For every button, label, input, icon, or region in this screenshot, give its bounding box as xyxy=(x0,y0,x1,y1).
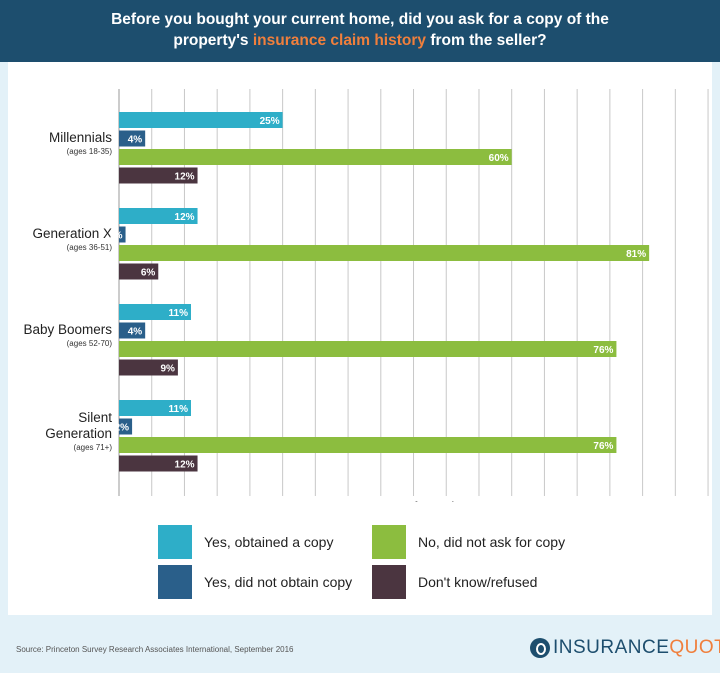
bar xyxy=(119,263,159,280)
group-sublabel: (ages 52-70) xyxy=(67,339,113,348)
bar xyxy=(119,341,617,357)
group-label: Silent xyxy=(78,410,112,425)
data-label: 2% xyxy=(115,423,130,434)
data-label: 81% xyxy=(626,249,646,260)
bar xyxy=(119,130,146,147)
bar xyxy=(119,418,133,435)
group-label: Baby Boomers xyxy=(23,322,112,337)
group-sublabel: (ages 18-35) xyxy=(67,147,113,156)
data-label: 6% xyxy=(141,268,156,279)
group-label: Generation X xyxy=(32,226,112,241)
x-axis-label: Percentage of People xyxy=(336,499,461,502)
bar xyxy=(119,322,146,339)
bar xyxy=(119,304,191,320)
title-highlight: insurance claim history xyxy=(252,32,427,49)
title-line-2-start: property's xyxy=(173,32,253,49)
bar xyxy=(119,455,198,472)
source-note: Source: Princeton Survey Research Associ… xyxy=(16,645,294,654)
data-label: 1% xyxy=(108,231,123,242)
title-line-1: Before you bought your current home, did… xyxy=(111,11,609,28)
legend-swatch-dont-know xyxy=(372,565,406,599)
legend-label-yes-not-obtained: Yes, did not obtain copy xyxy=(204,574,353,590)
legend-label-no-did-not-ask: No, did not ask for copy xyxy=(418,534,566,550)
data-label: 9% xyxy=(160,364,175,375)
legend-label-dont-know: Don't know/refused xyxy=(418,574,538,590)
data-label: 4% xyxy=(128,327,143,338)
bar xyxy=(119,437,617,453)
bar xyxy=(119,226,126,243)
data-label: 60% xyxy=(489,153,509,164)
data-label: 4% xyxy=(128,135,143,146)
bar xyxy=(119,208,198,224)
chart-panel: Millennials (ages 18-35) 25% 4% 60% 12% Genera… xyxy=(8,62,712,615)
bar xyxy=(119,400,191,416)
data-label: 12% xyxy=(175,460,195,471)
logo-text-insurance: INSURANCE xyxy=(553,637,670,658)
logo-icon xyxy=(530,638,550,658)
bar xyxy=(119,359,178,376)
bar xyxy=(119,149,512,165)
title-line-2: property's insurance claim history from … xyxy=(0,30,720,51)
title-line-2-end: from the seller? xyxy=(426,32,547,49)
data-label: 25% xyxy=(260,116,280,127)
group-sublabel: (ages 71+) xyxy=(74,443,113,452)
legend-swatch-yes-obtained xyxy=(158,525,192,559)
insurancequotes-logo: INSURANCEQUOTES xyxy=(530,633,720,663)
data-label: 11% xyxy=(169,308,189,319)
group-sublabel: (ages 36-51) xyxy=(67,243,113,252)
legend-label-yes-obtained: Yes, obtained a copy xyxy=(204,534,334,550)
data-label: 12% xyxy=(175,172,195,183)
bar xyxy=(119,167,198,184)
bar xyxy=(119,245,650,261)
chart-title: Before you bought your current home, did… xyxy=(0,0,720,62)
legend-swatch-yes-not-obtained xyxy=(158,565,192,599)
data-label: 76% xyxy=(593,345,613,356)
data-label: 11% xyxy=(169,404,189,415)
legend-swatch-no-did-not-ask xyxy=(372,525,406,559)
data-label: 76% xyxy=(593,441,613,452)
bar xyxy=(119,112,283,128)
logo-text: INSURANCEQUOTES xyxy=(553,637,720,659)
group-label: Millennials xyxy=(49,130,112,145)
logo-text-quotes: QUOTES xyxy=(669,637,720,658)
data-label: 12% xyxy=(175,212,195,223)
bar-chart: Millennials (ages 18-35) 25% 4% 60% 12% Genera… xyxy=(23,89,709,502)
group-label: Generation xyxy=(45,426,112,441)
